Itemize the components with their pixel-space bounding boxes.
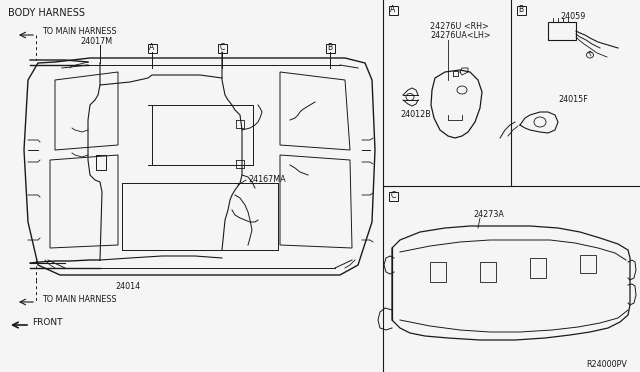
Text: FRONT: FRONT [32, 318, 63, 327]
Text: 24276U <RH>: 24276U <RH> [430, 22, 489, 31]
Text: 24017M: 24017M [80, 37, 112, 46]
Text: 24273A: 24273A [473, 210, 504, 219]
Bar [326, 44, 335, 52]
Text: C: C [220, 44, 225, 52]
Text: 24015F: 24015F [558, 95, 588, 104]
Text: R24000PV: R24000PV [586, 360, 627, 369]
Bar [480, 262, 496, 282]
Text: 24059: 24059 [560, 12, 586, 21]
Bar [147, 44, 157, 52]
Bar [388, 192, 397, 201]
Bar [580, 255, 596, 273]
Text: B: B [518, 6, 524, 15]
Text: 24167MA: 24167MA [248, 175, 285, 184]
Text: 24276UA<LH>: 24276UA<LH> [430, 31, 491, 40]
Text: TO MAIN HARNESS: TO MAIN HARNESS [42, 27, 116, 36]
Bar [218, 44, 227, 52]
Bar [530, 258, 546, 278]
Text: A: A [390, 6, 396, 15]
Text: BODY HARNESS: BODY HARNESS [8, 8, 85, 18]
Text: B: B [328, 44, 333, 52]
Text: A: A [149, 44, 155, 52]
Text: C: C [390, 192, 396, 201]
Text: 24014: 24014 [115, 282, 141, 291]
Text: TO MAIN HARNESS: TO MAIN HARNESS [42, 295, 116, 304]
Text: 24012B: 24012B [400, 110, 431, 119]
Bar [388, 6, 397, 15]
Bar [516, 6, 525, 15]
Bar [548, 22, 576, 40]
Bar [430, 262, 446, 282]
